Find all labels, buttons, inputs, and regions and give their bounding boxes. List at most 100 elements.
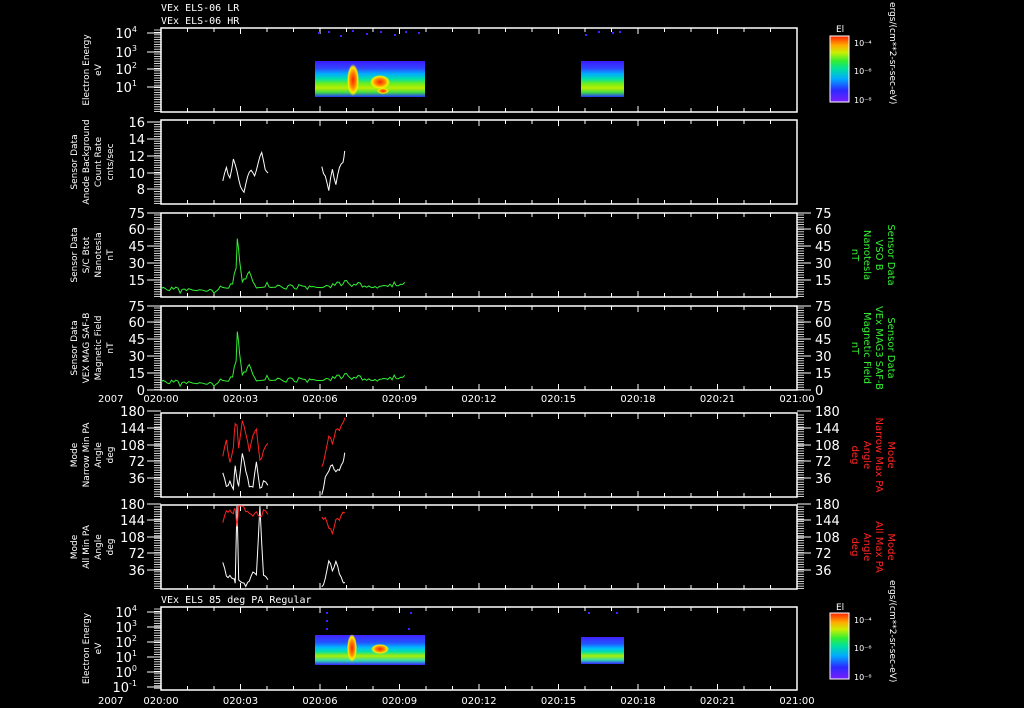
y-tick-label: 101: [115, 649, 137, 666]
colorbar-top-tick-1: 10⁻⁴: [854, 39, 872, 48]
y-axis-label: Angle: [94, 534, 104, 560]
y-tick-label-right: 72: [815, 455, 832, 470]
y-tick-label-right: 45: [815, 240, 832, 255]
title-line-2: VEx ELS-06 HR: [161, 16, 240, 27]
y-tick-label: 10: [128, 167, 145, 182]
y-axis-label: All Min PA: [82, 524, 92, 569]
time-tick-label: 020:00: [143, 394, 178, 405]
data-series-line: [160, 238, 406, 295]
data-series-line: [321, 452, 346, 495]
spectrogram-panel-7: [315, 612, 624, 665]
y-axis-label: Count Rate: [94, 136, 104, 187]
time-tick-label: 020:09: [382, 696, 417, 707]
y-tick-label: 102: [115, 634, 137, 651]
y-tick-label: 104: [115, 25, 137, 42]
colorbar-top-tick-2: 10⁻⁶: [854, 67, 872, 76]
y-tick-label: 104: [115, 604, 137, 621]
y-tick-label: 72: [128, 455, 145, 470]
y-tick-label-right: 180: [815, 498, 840, 513]
y-tick-label: 144: [120, 422, 145, 437]
y-axis-label: Sensor Data: [70, 227, 80, 282]
colorbar-top-units: ergs/(cm**2-sr-sec-eV): [887, 2, 897, 104]
line-series-group: [160, 150, 406, 588]
data-series-line: [222, 420, 269, 463]
y-tick-label: 45: [128, 240, 145, 255]
y-axis-label-right: deg: [849, 446, 860, 465]
data-series-line: [321, 417, 346, 467]
time-tick-label: 020:03: [223, 394, 258, 405]
y-tick-label: 12: [128, 150, 145, 165]
time-axis-bottom: 020:00 020:03 020:06 020:09 020:12 020:15 020:…: [143, 696, 814, 707]
y-tick-label: 75: [128, 300, 145, 315]
y-axis-label-right: Mode: [885, 533, 896, 560]
colorbar-bottom: El 10⁻⁴ 10⁻⁶ 10⁻⁸ ergs/(cm**2-sr-sec-eV): [829, 580, 897, 682]
y-tick-label: 180: [120, 498, 145, 513]
y-axis-label: eV: [94, 63, 104, 76]
y-axis-label: Angle: [94, 442, 104, 468]
spectrogram-panel-1: [315, 30, 624, 97]
y-tick-label-right: 0: [815, 384, 823, 399]
y-tick-label-right: 72: [815, 547, 832, 562]
data-series-line: [222, 505, 269, 588]
year-label-bottom: 2007: [98, 696, 123, 707]
colorbar-bottom-tick-3: 10⁻⁸: [854, 673, 872, 682]
y-axis-label: Anode Background: [82, 119, 92, 204]
y-axis-label-right: Sensor Data: [885, 317, 896, 378]
y-axis-label: Electron Energy: [82, 612, 92, 684]
colorbar-top: El 10⁻⁴ 10⁻⁶ 10⁻⁸ ergs/(cm**2-sr-sec-eV): [829, 2, 897, 105]
y-axis-label-right: Angle: [861, 533, 872, 561]
y-axis-label: cnts/sec: [106, 143, 116, 180]
y-tick-label: 103: [115, 619, 137, 636]
y-axis-label-right: nT: [849, 249, 860, 262]
colorbar-bottom-units: ergs/(cm**2-sr-sec-eV): [887, 580, 897, 682]
time-tick-label: 020:12: [461, 696, 496, 707]
y-tick-label-right: 45: [815, 333, 832, 348]
y-axis-label: VEX MAG SAF-B: [82, 313, 92, 384]
y-tick-label-right: 108: [815, 531, 840, 546]
y-tick-label: 36: [128, 472, 145, 487]
y-axis-label: eV: [94, 642, 104, 655]
colorbar-bottom-tick-2: 10⁻⁶: [854, 644, 872, 653]
time-tick-label: 020:09: [382, 394, 417, 405]
y-tick-label: 15: [128, 367, 145, 382]
y-tick-label: 144: [120, 514, 145, 529]
y-tick-label: 36: [128, 564, 145, 579]
data-series-line: [321, 150, 346, 191]
time-tick-label: 020:00: [143, 696, 178, 707]
time-tick-label: 020:18: [620, 394, 655, 405]
y-axis-label: Mode: [70, 442, 80, 467]
y-tick-label: 180: [120, 405, 145, 420]
y-tick-label: 102: [115, 61, 137, 78]
time-tick-label: 020:06: [302, 394, 337, 405]
y-axis-label: nT: [106, 342, 116, 354]
panel-2: 16 14 12 108 Sensor Data Anode Background Coun…: [70, 116, 798, 205]
y-axis-label: deg: [106, 539, 116, 556]
y-axis-label: Nanotesla: [94, 232, 104, 277]
y-axis-label-right: VSO B: [873, 239, 884, 270]
data-series-line: [222, 453, 269, 491]
y-axis-label: S/C Btot: [82, 236, 92, 273]
time-tick-label: 020:15: [541, 394, 576, 405]
y-tick-label-right: 60: [815, 223, 832, 238]
y-tick-label: 108: [120, 531, 145, 546]
y-tick-label: 45: [128, 333, 145, 348]
data-series-line: [222, 150, 269, 194]
y-axis-label-right: Sensor Data: [885, 224, 896, 285]
y-tick-label: 103: [115, 44, 137, 61]
time-tick-label: 020:15: [541, 696, 576, 707]
y-axis-label: Magnetic Field: [94, 316, 104, 381]
title-line-1: VEx ELS-06 LR: [161, 3, 240, 14]
y-tick-label: 10-1: [112, 679, 137, 696]
data-series-line: [321, 511, 346, 536]
y-axis-label-right: All Max PA: [873, 521, 884, 573]
y-tick-label-right: 15: [815, 274, 832, 289]
y-tick-label: 108: [120, 439, 145, 454]
y-axis-label-right: Angle: [861, 441, 872, 469]
